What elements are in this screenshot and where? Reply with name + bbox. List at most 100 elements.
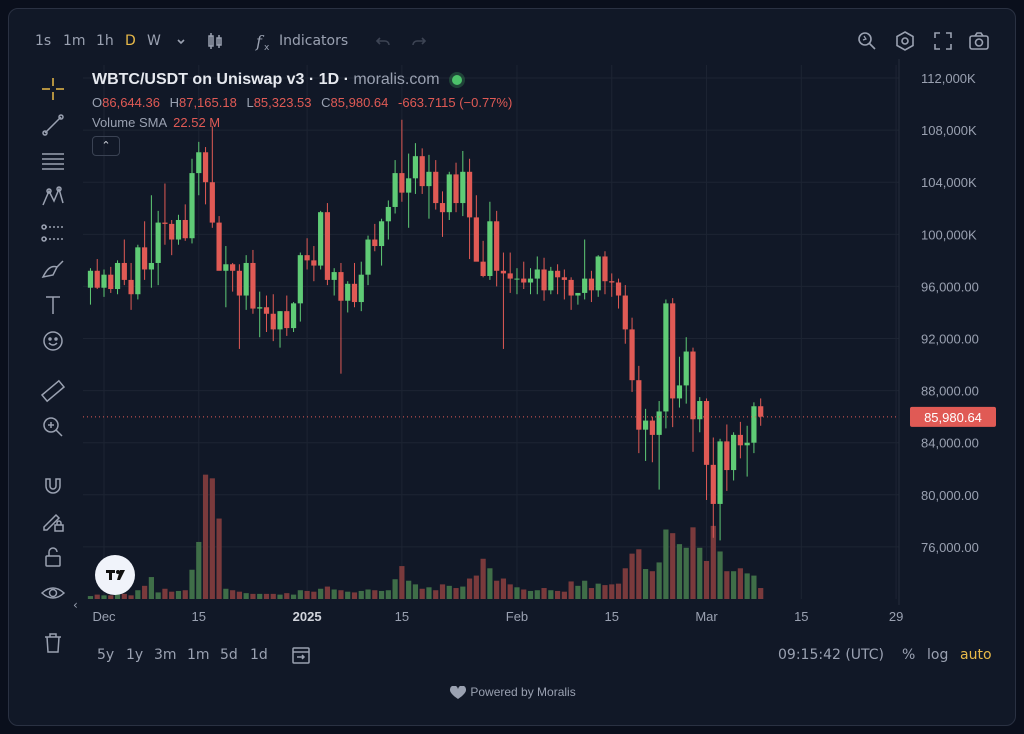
crosshair-icon[interactable] (39, 75, 67, 103)
zoom-in-icon[interactable] (39, 413, 67, 441)
volume-bar (257, 593, 263, 599)
candle-body (196, 152, 202, 174)
range-1y[interactable]: 1y (126, 647, 144, 663)
candle-body (372, 239, 378, 247)
brush-icon[interactable] (39, 255, 67, 283)
candle-body (548, 270, 554, 291)
volume-bar (324, 586, 331, 599)
range-5d[interactable]: 5d (220, 647, 238, 663)
candle (453, 162, 459, 213)
current-price-badge (910, 406, 996, 427)
candle (473, 195, 479, 262)
candle-body (737, 434, 743, 446)
candle-body (561, 277, 567, 280)
pattern-icon[interactable] (39, 183, 67, 211)
candle (466, 158, 473, 260)
volume-value: 22.52 M (173, 115, 221, 130)
range-3m[interactable]: 3m (154, 647, 177, 663)
volume-bar (744, 573, 750, 599)
volume-bar (602, 585, 608, 599)
candle-body (703, 401, 710, 465)
undo-icon[interactable] (371, 29, 395, 53)
candle (263, 295, 270, 332)
text-icon[interactable] (39, 291, 67, 319)
candle (290, 302, 297, 332)
low-label: L (246, 95, 254, 110)
scroll-left-icon[interactable]: ‹ (73, 598, 78, 612)
prediction-icon[interactable] (39, 219, 67, 247)
interval-d[interactable]: D (125, 33, 136, 49)
interval-w[interactable]: W (147, 33, 161, 49)
candle (406, 153, 412, 228)
candle (575, 292, 581, 305)
indicators-button[interactable]: Indicators (279, 33, 349, 49)
volume-bar (561, 591, 567, 599)
candle (311, 246, 317, 282)
volume-label: Volume SMA (92, 115, 168, 130)
volume-bar (263, 593, 270, 599)
percent-toggle[interactable]: % (902, 647, 916, 663)
auto-toggle[interactable]: auto (960, 647, 992, 663)
settings-icon[interactable] (893, 29, 917, 53)
volume-bar (175, 590, 182, 599)
range-1m[interactable]: 1m (187, 647, 210, 663)
y-tick-label: 80,000.00 (921, 488, 979, 503)
volume-bar (209, 478, 215, 599)
trend-line-icon[interactable] (39, 111, 67, 139)
range-1d[interactable]: 1d (250, 647, 268, 663)
trash-icon[interactable] (39, 629, 67, 657)
collapse-legend-button[interactable]: ⌃ (92, 136, 120, 156)
low-value: 85,323.53 (253, 95, 312, 110)
volume-bar (202, 474, 209, 599)
goto-date-icon[interactable] (289, 643, 313, 667)
range-5y[interactable]: 5y (97, 647, 115, 663)
log-toggle[interactable]: log (927, 647, 949, 663)
candles-icon[interactable] (203, 29, 227, 53)
volume-bar (135, 590, 141, 599)
ruler-icon[interactable] (39, 377, 67, 405)
quick-search-icon[interactable] (855, 29, 879, 53)
price-chart[interactable]: 112,000K 108,000K 104,000K 100,000K 96,000.0… (9, 9, 1016, 649)
candle (439, 191, 446, 237)
y-tick-label: 100,000K (921, 227, 977, 242)
candle-body (521, 278, 527, 283)
candle (365, 235, 371, 286)
svg-text:x: x (264, 43, 270, 53)
powered-by[interactable]: Powered by Moralis (449, 685, 576, 700)
volume-bar (622, 568, 628, 599)
candle-body (487, 221, 493, 276)
candle (629, 317, 635, 392)
eye-icon[interactable] (39, 579, 67, 607)
x-tick-label: 2025 (293, 609, 322, 624)
fib-retracement-icon[interactable] (39, 147, 67, 175)
candle-body (351, 283, 358, 303)
volume-bar (751, 575, 757, 599)
volume-bar (758, 588, 764, 599)
lock-icon[interactable] (39, 543, 67, 571)
fullscreen-icon[interactable] (931, 29, 955, 53)
interval-1s[interactable]: 1s (35, 33, 52, 49)
volume-bar (507, 584, 513, 599)
interval-1h[interactable]: 1h (96, 33, 114, 49)
volume-bar (406, 580, 412, 599)
candle (155, 210, 161, 286)
candle (331, 268, 337, 296)
tradingview-logo[interactable] (95, 555, 135, 595)
candle (703, 398, 710, 501)
camera-icon[interactable] (967, 29, 991, 53)
chevron-down-icon[interactable] (169, 29, 193, 53)
lock-drawing-icon[interactable] (39, 507, 67, 535)
candle-body (460, 171, 466, 204)
redo-icon[interactable] (407, 29, 431, 53)
candle (582, 239, 588, 300)
x-tick-label: 15 (605, 609, 619, 624)
candle (358, 261, 364, 312)
candle-body (114, 262, 121, 290)
candle (135, 244, 141, 300)
volume-bar (568, 581, 574, 599)
magnet-icon[interactable] (39, 471, 67, 499)
interval-1m[interactable]: 1m (63, 33, 86, 49)
candle-body (541, 269, 547, 291)
emoji-icon[interactable] (39, 327, 67, 355)
